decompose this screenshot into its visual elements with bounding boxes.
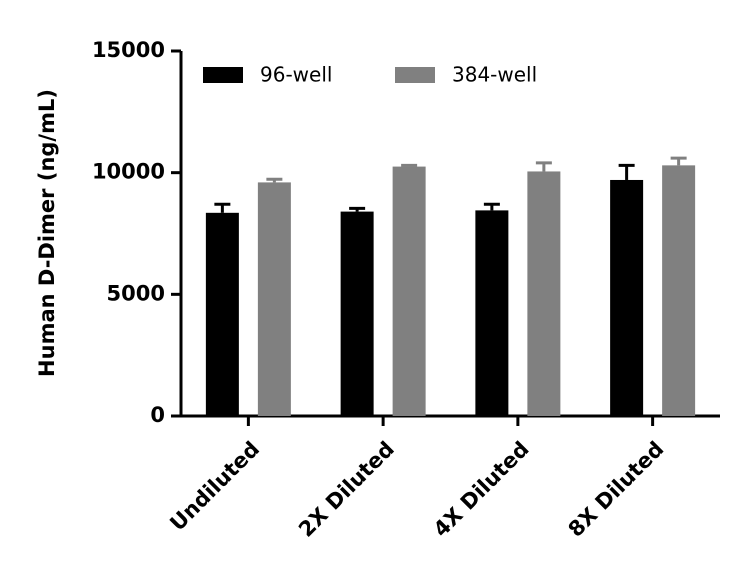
bar (475, 210, 509, 416)
bar (610, 179, 644, 416)
bar (392, 166, 426, 416)
y-tick-label: 10000 (92, 160, 165, 184)
legend-label: 384-well (452, 63, 537, 87)
x-tick-label: Undiluted (165, 437, 264, 536)
x-tick-label: 8X Diluted (564, 437, 669, 542)
y-tick-label: 15000 (92, 38, 165, 62)
x-tick-label: 4X Diluted (429, 437, 534, 542)
y-axis-label: Human D-Dimer (ng/mL) (35, 89, 59, 377)
bar (205, 212, 239, 416)
x-tick-label: 2X Diluted (294, 437, 399, 542)
bar (340, 211, 374, 416)
bar (527, 171, 561, 416)
legend-swatch (395, 67, 435, 83)
y-tick-label: 5000 (107, 281, 165, 305)
bar (662, 165, 696, 416)
bar (257, 182, 291, 416)
legend-swatch (203, 67, 243, 83)
y-tick-label: 0 (150, 403, 165, 427)
legend-label: 96-well (260, 63, 332, 87)
